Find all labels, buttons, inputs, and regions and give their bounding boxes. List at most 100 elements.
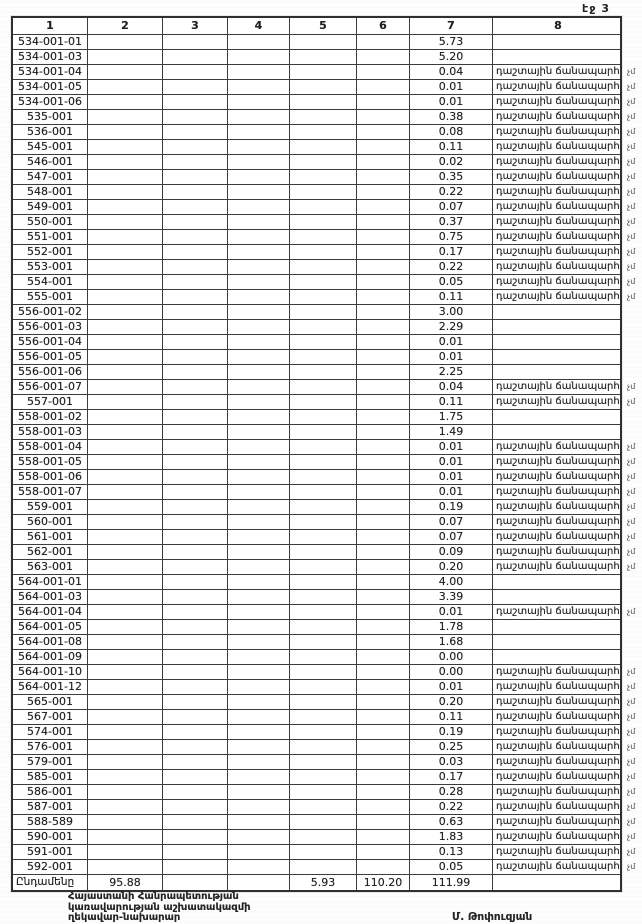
empty-cell <box>290 515 357 530</box>
empty-cell <box>290 170 357 185</box>
margin-annotation: չմ <box>627 562 636 571</box>
column-header-4: 4 <box>228 18 290 35</box>
empty-cell <box>228 860 290 875</box>
empty-cell <box>290 845 357 860</box>
empty-cell <box>357 485 410 500</box>
row-code-cell: 556-001-02 <box>13 305 88 320</box>
empty-cell <box>163 410 228 425</box>
empty-cell <box>357 725 410 740</box>
empty-cell <box>357 230 410 245</box>
empty-cell <box>228 725 290 740</box>
empty-cell <box>163 395 228 410</box>
empty-cell <box>228 830 290 845</box>
table-row: 585-001 0.17 դաշտային ճանապարհ չմ <box>13 770 635 785</box>
empty-cell <box>357 245 410 260</box>
row-code-cell: 534-001-03 <box>13 50 88 65</box>
empty-cell <box>357 350 410 365</box>
row-note-cell: դաշտային ճանապարհ <box>493 440 620 455</box>
empty-cell <box>357 260 410 275</box>
margin-annotation: չմ <box>627 727 636 736</box>
margin-annotation: չմ <box>627 187 636 196</box>
empty-cell <box>228 815 290 830</box>
column-header-1: 1 <box>13 18 88 35</box>
row-value-cell: 0.19 <box>410 500 493 515</box>
empty-cell <box>88 365 163 380</box>
empty-cell <box>290 665 357 680</box>
empty-cell <box>163 500 228 515</box>
margin-annotation: չմ <box>627 487 636 496</box>
row-code-cell: 556-001-07 <box>13 380 88 395</box>
empty-cell <box>290 335 357 350</box>
empty-cell <box>88 845 163 860</box>
empty-cell <box>88 680 163 695</box>
empty-cell <box>88 800 163 815</box>
row-value-cell: 0.01 <box>410 470 493 485</box>
row-value-cell: 0.07 <box>410 200 493 215</box>
empty-cell <box>290 260 357 275</box>
empty-cell <box>228 290 290 305</box>
row-code-cell: 579-001 <box>13 755 88 770</box>
table-row: 536-001 0.08 դաշտային ճանապարհ չմ <box>13 125 635 140</box>
empty-cell: 95.88 <box>88 875 163 890</box>
empty-cell <box>290 545 357 560</box>
empty-cell <box>88 530 163 545</box>
row-note-cell <box>493 50 620 65</box>
row-value-cell: 0.07 <box>410 530 493 545</box>
empty-cell <box>163 800 228 815</box>
margin-annotation: չմ <box>627 247 636 256</box>
table-row: 588-589 0.63 դաշտային ճանապարհ չմ <box>13 815 635 830</box>
row-note-cell <box>493 350 620 365</box>
row-value-cell: 0.11 <box>410 710 493 725</box>
empty-cell <box>163 515 228 530</box>
empty-cell <box>228 80 290 95</box>
empty-cell <box>290 425 357 440</box>
empty-cell <box>88 95 163 110</box>
empty-cell <box>163 590 228 605</box>
empty-cell <box>228 200 290 215</box>
row-note-cell: դաշտային ճանապարհ <box>493 500 620 515</box>
empty-cell <box>228 230 290 245</box>
row-code-cell: 576-001 <box>13 740 88 755</box>
empty-cell <box>290 725 357 740</box>
row-note-cell: դաշտային ճանապարհ <box>493 725 620 740</box>
empty-cell <box>357 65 410 80</box>
empty-cell <box>357 185 410 200</box>
row-note-cell <box>493 590 620 605</box>
empty-cell <box>228 530 290 545</box>
empty-cell <box>163 320 228 335</box>
signature-name: Մ. Թոփուզյան <box>452 911 533 923</box>
empty-cell <box>88 410 163 425</box>
row-value-cell: 1.78 <box>410 620 493 635</box>
table-row: 590-001 1.83 դաշտային ճանապարհ չմ <box>13 830 635 845</box>
table-row: 562-001 0.09 դաշտային ճանապարհ չմ <box>13 545 635 560</box>
row-value-cell: 0.38 <box>410 110 493 125</box>
empty-cell <box>228 395 290 410</box>
empty-cell <box>357 440 410 455</box>
empty-cell <box>163 125 228 140</box>
row-note-cell: դաշտային ճանապարհ <box>493 755 620 770</box>
row-code-cell: 534-001-05 <box>13 80 88 95</box>
empty-cell <box>357 815 410 830</box>
empty-cell <box>290 125 357 140</box>
empty-cell <box>290 605 357 620</box>
empty-cell <box>228 515 290 530</box>
row-note-cell: դաշտային ճանապարհ <box>493 680 620 695</box>
row-code-cell: 564-001-09 <box>13 650 88 665</box>
row-code-cell: 547-001 <box>13 170 88 185</box>
empty-cell <box>228 500 290 515</box>
empty-cell <box>357 110 410 125</box>
row-value-cell: 1.68 <box>410 635 493 650</box>
empty-cell <box>357 755 410 770</box>
empty-cell <box>163 65 228 80</box>
empty-cell <box>228 410 290 425</box>
row-note-cell <box>493 365 620 380</box>
empty-cell <box>88 275 163 290</box>
empty-cell <box>357 560 410 575</box>
table-row: 558-001-04 0.01 դաշտային ճանապարհ չմ <box>13 440 635 455</box>
row-value-cell: 0.20 <box>410 695 493 710</box>
empty-cell <box>88 350 163 365</box>
row-value-cell: 0.28 <box>410 785 493 800</box>
table-row: 564-001-01 4.00 <box>13 575 620 590</box>
empty-cell <box>357 575 410 590</box>
margin-annotation: չմ <box>627 817 636 826</box>
